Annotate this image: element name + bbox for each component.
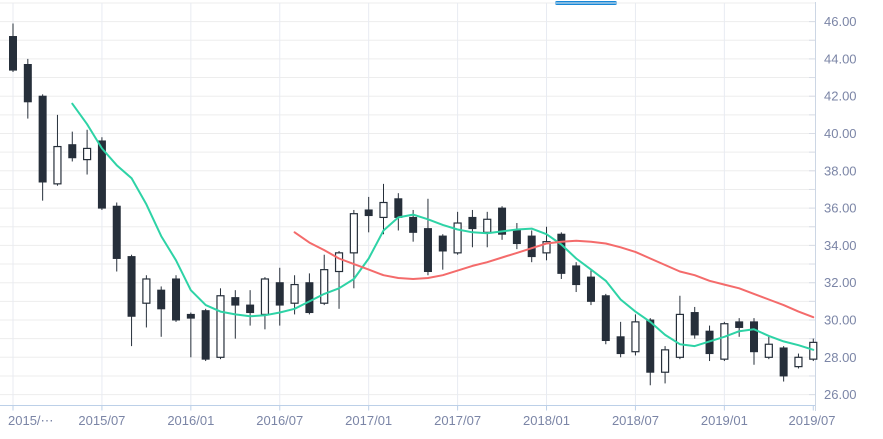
candle-2017-12	[527, 230, 536, 263]
candle-2018-08	[646, 318, 655, 386]
right-axis-ticks	[809, 21, 816, 396]
y-axis-label: 32.00	[824, 275, 857, 290]
y-axis-label: 42.00	[824, 89, 857, 104]
x-axis-ticks	[12, 405, 814, 411]
candle-2015-03	[38, 94, 47, 201]
candle-2018-07	[631, 314, 640, 356]
x-axis-label: 2018/01	[523, 413, 570, 428]
candle-2019-03	[750, 318, 758, 365]
x-axis-label: 2016/01	[167, 413, 214, 428]
y-axis-label: 34.00	[824, 238, 857, 253]
candle-2015-04	[53, 114, 62, 186]
candle-2016-03	[216, 288, 225, 360]
y-axis-label: 38.00	[824, 163, 857, 178]
x-axis-label: 2017/07	[434, 413, 481, 428]
candle-2018-09	[660, 346, 670, 384]
candle-2019-02	[735, 318, 744, 337]
y-axis-label: 40.00	[824, 126, 857, 141]
candle-2019-05	[779, 346, 788, 382]
candle-2017-08	[468, 209, 477, 248]
x-axis-label: 2016/07	[256, 413, 303, 428]
candle-2015-02	[23, 58, 32, 119]
candle-2016-01	[186, 312, 195, 358]
candle-2015-08	[112, 202, 121, 272]
candle-2015-11	[157, 286, 166, 337]
candle-2016-09	[305, 273, 314, 315]
candle-2018-11	[690, 306, 699, 339]
candle-2017-02	[379, 183, 388, 235]
candle-2018-05	[601, 293, 610, 345]
x-axis-label: 2019/07	[789, 413, 836, 428]
x-axis-label: 2015/⋯	[8, 413, 54, 428]
candle-2016-06	[260, 277, 270, 330]
candle-2015-06	[82, 129, 92, 175]
candle-2017-10	[498, 206, 507, 240]
x-axis-label: 2015/07	[78, 413, 125, 428]
candle-2017-05	[423, 198, 432, 276]
candle-2015-10	[142, 275, 151, 328]
candle-2015-12	[172, 275, 181, 322]
candle-2018-02	[557, 232, 566, 279]
y-axis-label: 28.00	[824, 350, 857, 365]
x-axis-label: 2018/07	[612, 413, 659, 428]
horizontal-gridlines	[0, 2, 816, 396]
y-axis-label: 26.00	[824, 387, 857, 402]
x-axis-label: 2019/01	[701, 413, 748, 428]
candle-2016-12	[349, 209, 358, 289]
candle-2016-11	[334, 250, 344, 309]
long-term-moving-average-line	[293, 231, 815, 319]
candle-2018-10	[675, 295, 685, 360]
candle-2015-09	[127, 254, 136, 347]
y-axis-label: 46.00	[824, 14, 857, 29]
candle-2017-09	[483, 211, 492, 248]
y-axis-labels: 46.00 44.00 42.00 40.00 38.00 36.00 34.00 32.00…	[824, 14, 857, 402]
candle-2015-05	[68, 131, 77, 162]
candle-2017-03	[394, 193, 403, 231]
candle-2018-12	[705, 325, 714, 362]
y-axis-label: 30.00	[824, 313, 857, 328]
x-axis-labels: 2015/⋯ 2015/07 2016/01 2016/07 2017/01 2017/0…	[8, 413, 836, 428]
short-term-moving-average-line	[71, 102, 815, 351]
y-axis-label: 44.00	[824, 51, 857, 66]
x-axis-label: 2017/01	[345, 413, 392, 428]
candles	[9, 23, 818, 386]
candle-2016-10	[320, 254, 329, 306]
candle-2018-03	[572, 262, 581, 293]
candle-2016-07	[275, 267, 284, 326]
candle-2019-04	[764, 336, 773, 360]
candle-2016-02	[201, 308, 210, 362]
candle-2017-06	[438, 234, 447, 270]
candle-2017-01	[364, 196, 373, 233]
candle-2016-05	[246, 290, 255, 326]
candle-2017-07	[453, 211, 462, 255]
candle-2018-04	[586, 269, 595, 306]
candle-2015-01	[9, 23, 17, 72]
candle-2019-01	[720, 321, 729, 362]
candle-2019-06	[794, 353, 803, 369]
y-axis-label: 36.00	[824, 201, 857, 216]
candle-2018-06	[616, 321, 625, 358]
